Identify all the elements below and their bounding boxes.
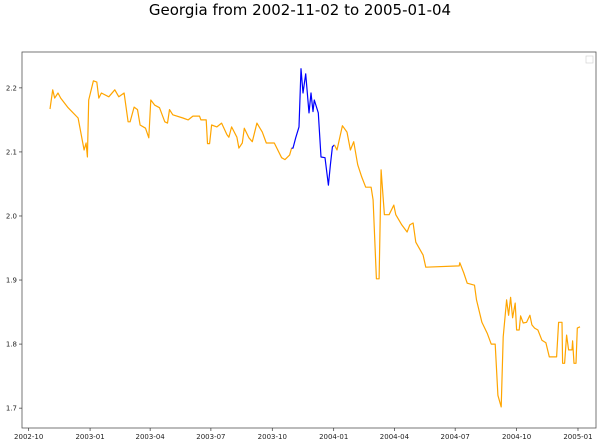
series-layer [49,68,581,408]
legend-box [585,55,594,64]
x-axis: 2002-10 2003-01 2003-04 2003-07 2003-10 2004-… [14,428,593,441]
y-tick-label: 2.2 [6,84,17,92]
x-tick-label: 2003-04 [136,433,166,441]
x-tick-label: 2004-10 [502,433,531,441]
series-line-2 [333,125,581,408]
plot-frame [21,51,597,429]
y-axis: 1.7 1.8 1.9 2.0 2.1 2.2 [6,84,22,413]
x-tick-label: 2004-07 [441,433,470,441]
x-tick-label: 2004-04 [380,433,410,441]
x-tick-label: 2002-10 [14,433,43,441]
y-tick-label: 2.0 [6,212,17,220]
chart-title: Georgia from 2002-11-02 to 2005-01-04 [148,1,452,19]
x-tick-label: 2004-01 [319,433,348,441]
y-tick-label: 1.9 [6,277,17,285]
x-tick-label: 2003-07 [196,433,225,441]
x-tick-label: 2003-01 [75,433,104,441]
series-line-0 [49,80,293,161]
y-tick-label: 1.8 [6,341,17,349]
x-tick-label: 2003-10 [258,433,287,441]
y-tick-label: 2.1 [6,148,17,156]
x-tick-label: 2005-01 [563,433,592,441]
series-line-1 [291,68,335,186]
y-tick-label: 1.7 [6,405,17,413]
